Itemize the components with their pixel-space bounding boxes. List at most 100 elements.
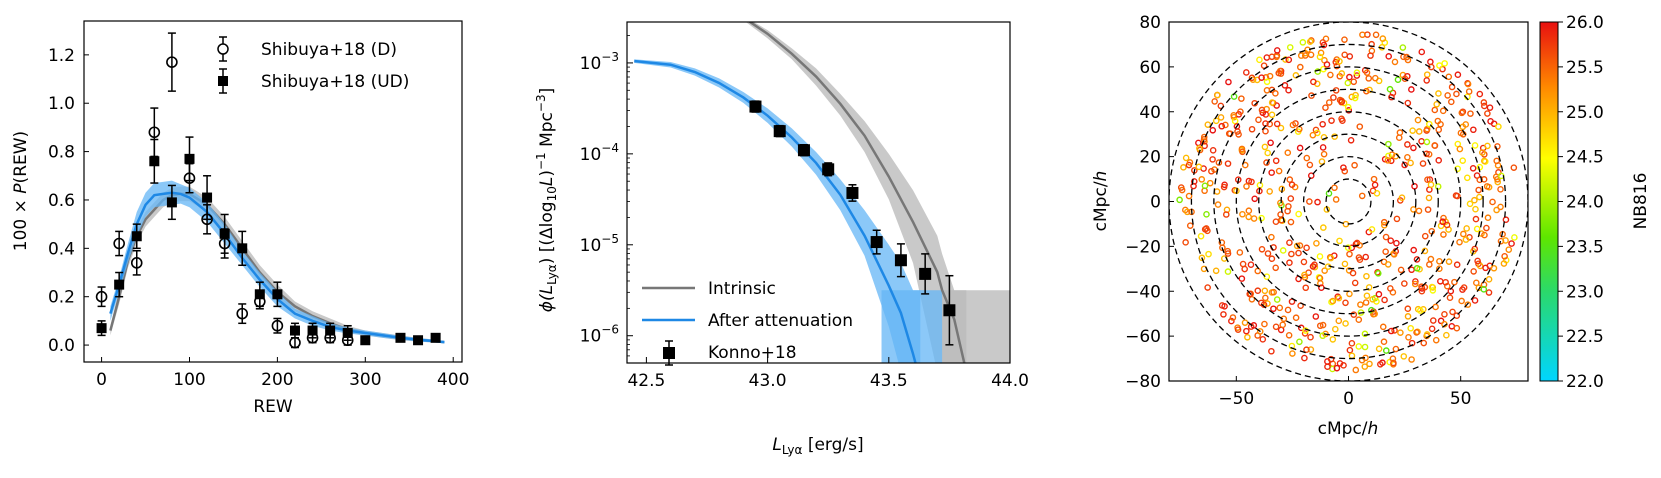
galaxy-point	[1296, 144, 1304, 152]
galaxy-point	[1418, 137, 1425, 145]
galaxy-point	[1287, 195, 1295, 202]
galaxy-point	[1420, 339, 1428, 347]
galaxy-point	[1176, 196, 1183, 204]
colorbar-tick-label: 23.0	[1566, 282, 1604, 302]
map-x-axis-label: cMpc/h	[1318, 419, 1379, 439]
galaxy-point	[1235, 131, 1242, 138]
galaxy-point	[1380, 218, 1388, 226]
galaxy-point	[1423, 77, 1431, 84]
galaxy-point	[1490, 264, 1498, 272]
galaxy-point	[1350, 78, 1358, 86]
galaxy-point	[1335, 317, 1343, 325]
galaxy-point	[1220, 311, 1227, 318]
galaxy-point	[1451, 278, 1458, 286]
galaxy-point	[1229, 314, 1237, 321]
galaxy-point	[1431, 106, 1439, 114]
colorbar-tick-label: 24.5	[1566, 148, 1604, 168]
galaxy-point	[1303, 244, 1310, 252]
galaxy-point	[1318, 158, 1326, 165]
legend-open-circle-marker	[217, 43, 229, 55]
galaxy-point	[1248, 125, 1256, 133]
colorbar-tick-label: 25.0	[1566, 103, 1604, 123]
galaxy-point	[1338, 70, 1346, 77]
galaxy-point	[1363, 272, 1370, 280]
galaxy-point	[1355, 343, 1363, 350]
galaxy-point	[1307, 333, 1314, 341]
galaxy-point	[1433, 100, 1440, 108]
galaxy-point	[1295, 249, 1302, 257]
map-y-tick-label: 60	[1139, 58, 1161, 78]
galaxy-point	[1297, 52, 1305, 59]
shibuya-ud-point	[184, 153, 195, 164]
galaxy-point	[1259, 336, 1267, 343]
galaxy-point	[1201, 226, 1209, 233]
galaxy-point	[1238, 275, 1246, 282]
galaxy-point	[1352, 91, 1359, 99]
galaxy-point	[1288, 181, 1296, 189]
galaxy-point	[1348, 352, 1356, 360]
galaxy-point	[1441, 310, 1448, 318]
galaxy-point	[1288, 250, 1295, 258]
galaxy-point	[1320, 224, 1327, 231]
lf-y-axis-label: ϕ(LLyα) [(Δlog10L)−1 Mpc−3]	[534, 88, 559, 312]
galaxy-point	[1244, 333, 1251, 341]
galaxy-point	[1414, 116, 1422, 124]
galaxy-point	[1224, 160, 1232, 167]
shibuya-ud-point	[360, 335, 371, 346]
shibuya-ud-point	[96, 323, 107, 334]
galaxy-point	[1346, 290, 1353, 298]
distance-ring	[1258, 111, 1439, 292]
galaxy-point	[1268, 233, 1275, 241]
galaxy-point	[1393, 215, 1401, 223]
galaxy-point	[1404, 313, 1412, 320]
rew-axes-frame	[83, 20, 463, 363]
galaxy-point	[1248, 295, 1256, 303]
distance-ring	[1302, 155, 1395, 248]
galaxy-point	[1342, 299, 1349, 307]
galaxy-point	[1329, 336, 1337, 343]
shibuya-ud-point	[202, 192, 213, 203]
galaxy-point	[1480, 286, 1488, 293]
galaxy-point	[1295, 210, 1302, 218]
galaxy-point	[1405, 334, 1412, 341]
galaxy-point	[1473, 279, 1480, 287]
galaxy-point	[1344, 103, 1352, 111]
galaxy-point	[1483, 183, 1491, 190]
galaxy-point	[1401, 75, 1409, 83]
galaxy-point	[1476, 90, 1484, 98]
galaxy-point	[1474, 257, 1481, 265]
galaxy-point	[1264, 250, 1272, 257]
shibuya-d-point	[148, 126, 161, 139]
lf-model-line-1	[634, 59, 917, 363]
galaxy-point	[1307, 51, 1315, 59]
distance-ring	[1169, 22, 1528, 381]
galaxy-point	[1432, 336, 1440, 344]
galaxy-point	[1460, 284, 1468, 291]
galaxy-point	[1238, 95, 1245, 102]
galaxy-point	[1220, 183, 1228, 191]
galaxy-point	[1303, 346, 1310, 354]
lf-ticks: 42.5 43.0 43.5 44.0 10−6 10−5 10−4 10−3	[580, 35, 1029, 391]
galaxy-point	[1308, 92, 1315, 99]
galaxy-point	[1285, 203, 1292, 210]
galaxy-point	[1453, 90, 1460, 98]
galaxy-point	[1272, 90, 1279, 97]
galaxy-point	[1214, 91, 1221, 99]
galaxy-point	[1266, 188, 1273, 195]
galaxy-point	[1428, 325, 1436, 333]
galaxy-point	[1456, 238, 1463, 246]
galaxy-point	[1502, 237, 1509, 244]
galaxy-point	[1263, 159, 1270, 166]
galaxy-point	[1440, 214, 1447, 222]
galaxy-point	[1309, 131, 1317, 139]
colorbar-tick-label: 26.0	[1566, 13, 1604, 33]
galaxy-point	[1418, 48, 1426, 56]
map-x-tick-label: −50	[1218, 389, 1254, 409]
galaxy-point	[1417, 307, 1424, 314]
galaxy-point	[1413, 256, 1421, 263]
lf-x-tick-label: 43.5	[870, 371, 908, 391]
galaxy-point	[1331, 133, 1338, 140]
galaxy-point	[1279, 321, 1287, 329]
colorbar	[1539, 21, 1559, 382]
galaxy-point	[1404, 305, 1412, 313]
